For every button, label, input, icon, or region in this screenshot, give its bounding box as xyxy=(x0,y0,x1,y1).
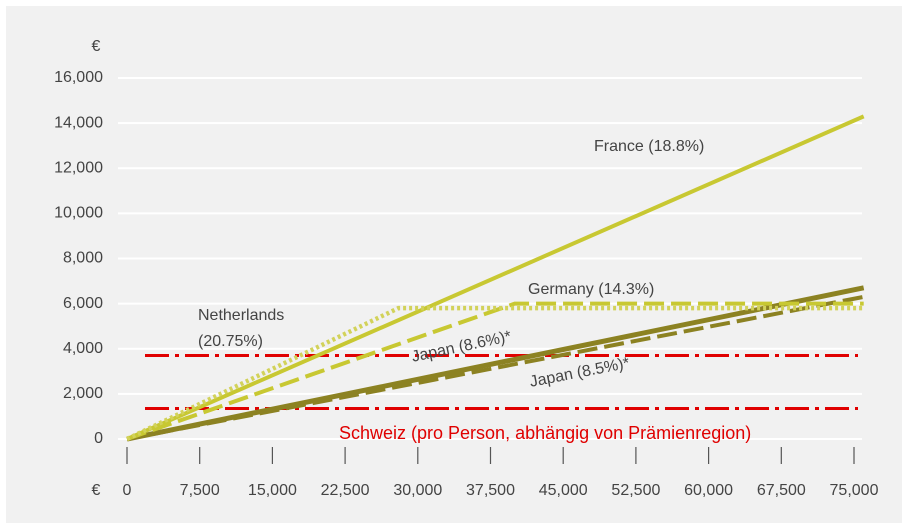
x-tick-label: 45,000 xyxy=(539,482,588,499)
y-tick-label: 10,000 xyxy=(54,205,103,222)
series-line xyxy=(126,301,864,441)
reference-label: Schweiz (pro Person, abhängig von Prämie… xyxy=(339,423,752,443)
x-tick-label: 60,000 xyxy=(684,482,733,499)
series-line xyxy=(126,114,865,441)
x-tick-label: 37,500 xyxy=(466,482,515,499)
x-tick-label: 52,500 xyxy=(611,482,660,499)
x-unit: € xyxy=(92,482,101,499)
series-line xyxy=(126,294,865,441)
y-tick-label: 2,000 xyxy=(63,385,103,402)
x-tick-label: 15,000 xyxy=(248,482,297,499)
x-tick-label: 7,500 xyxy=(180,482,220,499)
y-tick-label: 0 xyxy=(94,430,103,447)
y-unit: € xyxy=(92,38,101,55)
y-tick-label: 14,000 xyxy=(54,114,103,131)
series-line xyxy=(126,305,864,442)
x-tick-label: 30,000 xyxy=(393,482,442,499)
plot-background xyxy=(6,6,902,523)
series-label: France (18.8%) xyxy=(594,138,705,155)
series-label: Netherlands (20.75%) xyxy=(198,307,285,350)
x-tick-label: 67,500 xyxy=(757,482,806,499)
x-tick-label: 22,500 xyxy=(321,482,370,499)
y-tick-label: 16,000 xyxy=(54,69,103,86)
y-tick-label: 12,000 xyxy=(54,159,103,176)
y-tick-label: 4,000 xyxy=(63,340,103,357)
y-tick-label: 8,000 xyxy=(63,250,103,267)
series-label: Germany (14.3%) xyxy=(528,281,655,298)
x-tick-label: 0 xyxy=(123,482,132,499)
y-tick-label: 6,000 xyxy=(63,295,103,312)
x-tick-label: 75,000 xyxy=(830,482,879,499)
